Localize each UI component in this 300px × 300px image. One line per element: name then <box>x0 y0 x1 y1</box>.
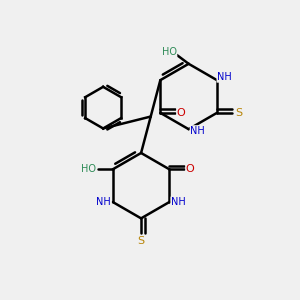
Text: NH: NH <box>217 72 232 82</box>
Text: O: O <box>177 108 185 118</box>
Text: NH: NH <box>171 197 186 207</box>
Text: HO: HO <box>162 47 177 57</box>
Text: S: S <box>137 236 145 246</box>
Text: NH: NH <box>190 126 205 136</box>
Text: HO: HO <box>82 164 97 174</box>
Text: S: S <box>236 108 243 118</box>
Text: O: O <box>186 164 195 174</box>
Text: NH: NH <box>97 197 111 207</box>
